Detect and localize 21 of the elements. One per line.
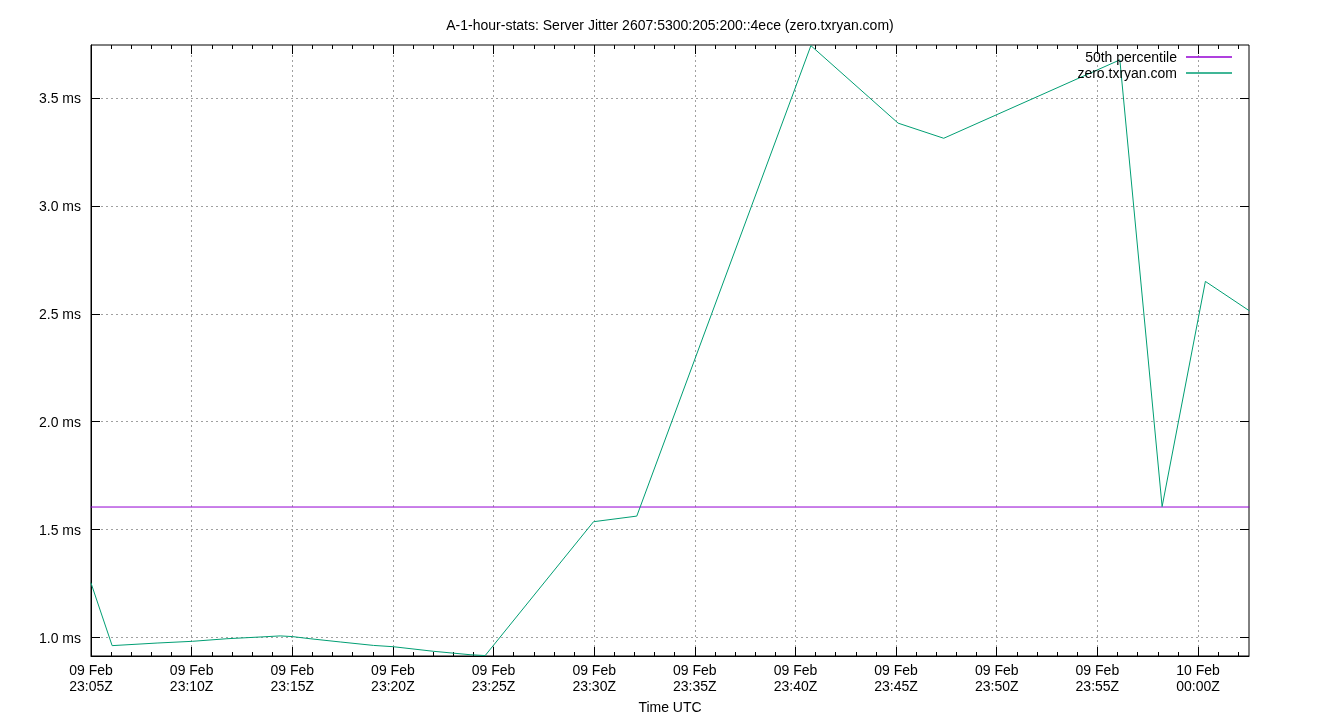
y-tick-label: 3.0 ms xyxy=(38,197,81,214)
x-tick-label: 09 Feb 23:30Z xyxy=(572,662,617,694)
x-tick-label: 09 Feb 23:10Z xyxy=(169,662,214,694)
x-tick-label: 09 Feb 23:45Z xyxy=(874,662,919,694)
x-tick-label: 09 Feb 23:15Z xyxy=(270,662,315,694)
x-tick-label: 09 Feb 23:40Z xyxy=(773,662,818,694)
y-tick-label: 2.0 ms xyxy=(38,413,81,430)
y-tick-label: 1.5 ms xyxy=(38,521,81,538)
x-tick-label: 09 Feb 23:05Z xyxy=(69,662,114,694)
x-tick-label: 09 Feb 23:20Z xyxy=(371,662,416,694)
y-tick-label: 3.5 ms xyxy=(38,89,81,106)
legend-label: 50th percentile xyxy=(1085,49,1178,65)
y-tick-label: 1.0 ms xyxy=(38,629,81,646)
x-tick-label: 09 Feb 23:25Z xyxy=(471,662,516,694)
x-tick-label: 09 Feb 23:50Z xyxy=(974,662,1019,694)
y-tick-label: 2.5 ms xyxy=(38,305,81,322)
chart-title: A-1-hour-stats: Server Jitter 2607:5300:205:200::4ece (zero.txryan.com) xyxy=(446,17,894,33)
x-tick-label: 10 Feb 00:00Z xyxy=(1176,662,1221,694)
x-axis-title: Time UTC xyxy=(638,699,702,715)
x-tick-label: 09 Feb 23:35Z xyxy=(673,662,718,694)
x-tick-label: 09 Feb 23:55Z xyxy=(1075,662,1120,694)
